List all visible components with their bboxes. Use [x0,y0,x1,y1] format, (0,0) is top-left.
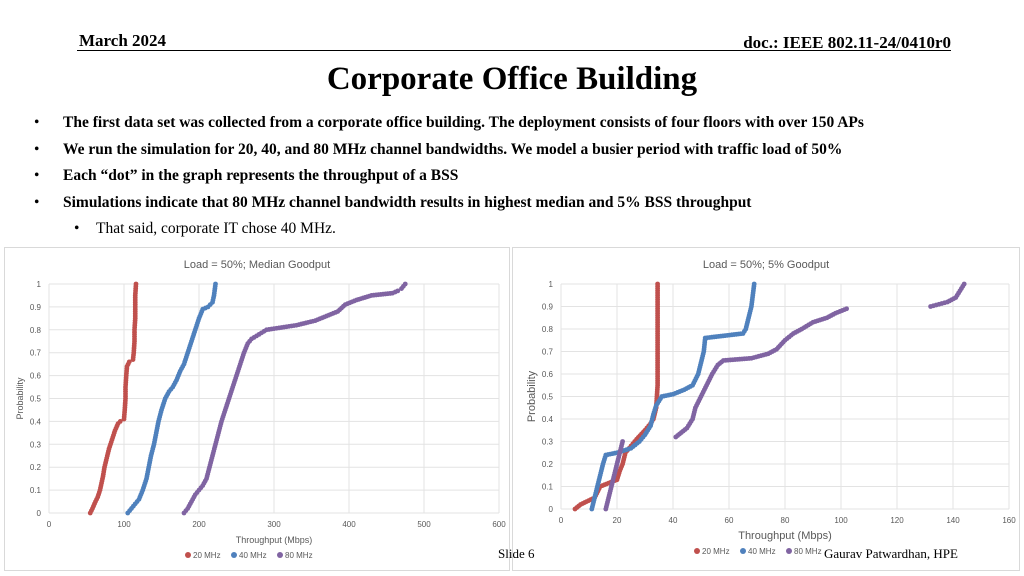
x-axis-label: Throughput (Mbps) [738,530,832,542]
y-tick-label: 0.6 [30,372,42,381]
bullet-text: Each “dot” in the graph represents the t… [63,167,459,184]
y-tick-label: 0.5 [542,393,554,402]
legend-label: 80 MHz [794,547,822,556]
data-point-80-mhz [402,281,408,287]
x-tick-label: 80 [781,516,790,525]
y-tick-label: 0.8 [542,325,554,334]
data-point-80-mhz [844,306,849,312]
x-tick-label: 140 [946,516,960,525]
data-point-80-mhz [395,288,401,294]
bullet-text: The first data set was collected from a … [63,114,864,131]
bullet-glyph: • [34,193,40,211]
bullet-glyph: • [34,114,40,131]
data-point-20-mhz [133,281,139,287]
y-tick-label: 0.9 [30,303,42,312]
y-tick-label: 1 [549,280,554,289]
bullet-glyph: • [34,167,40,184]
y-tick-label: 0.5 [30,395,42,404]
data-point-40-mhz [213,281,218,287]
data-point-20-mhz [655,281,660,287]
x-tick-label: 0 [559,516,564,525]
y-tick-label: 0.2 [542,460,554,469]
header-doc-id: doc.: IEEE 802.11-24/0410r0 [743,33,951,52]
five-percent-goodput-chart-svg: Load = 50%; 5% Goodput 0 0.1 0.2 0.3 0.4 0.5 0.… [526,259,1016,556]
x-tick-label: 160 [1002,516,1016,525]
bullet-text: We run the simulation for 20, 40, and 80… [63,140,843,158]
y-tick-label: 1 [37,280,42,289]
legend-marker [786,548,792,554]
x-axis-label: Throughput (Mbps) [236,535,313,545]
x-tick-label: 300 [267,520,281,529]
y-tick-label: 0.1 [30,486,42,495]
bullet-item: • Simulations indicate that 80 MHz chann… [34,193,1014,220]
x-tick-label: 120 [890,516,904,525]
x-tick-label: 400 [342,520,356,529]
y-tick-label: 0.4 [542,415,554,424]
bullet-glyph: • [74,220,80,237]
x-tick-label: 40 [669,516,678,525]
bullet-item: • We run the simulation for 20, 40, and … [34,140,1014,167]
sub-bullet-item: • That said, corporate IT chose 40 MHz. [34,219,1014,246]
data-point-80-mhz [961,281,967,287]
five-percent-goodput-chart: Load = 50%; 5% Goodput 0 0.1 0.2 0.3 0.4 0.5 0.… [512,247,1020,571]
y-tick-label: 0.3 [30,440,42,449]
y-tick-label: 0 [37,509,42,518]
legend-label: 40 MHz [239,551,267,560]
data-point-40-mhz [751,281,757,287]
data-point-80-mhz [620,439,625,444]
header-rule [77,50,951,51]
chart-title: Load = 50%; 5% Goodput [703,259,829,271]
legend-label: 80 MHz [285,551,313,560]
median-goodput-chart-svg: Load = 50%; Median Goodput 0 0.1 0.2 0.3 0.4 0… [15,259,506,560]
bullet-text: Simulations indicate that 80 MHz channel… [63,193,752,211]
y-tick-label: 0.1 [542,483,554,492]
sub-bullet-text: That said, corporate IT chose 40 MHz. [96,220,336,237]
y-tick-label: 0.7 [542,348,554,357]
legend-label: 20 MHz [702,547,730,556]
legend-label: 40 MHz [748,547,776,556]
y-axis-label: Probability [526,370,538,422]
x-tick-label: 100 [834,516,848,525]
data-point-20-mhz [126,359,132,365]
x-tick-label: 200 [192,520,206,529]
legend-marker [277,552,283,558]
chart-title: Load = 50%; Median Goodput [184,259,330,271]
slide-title: Corporate Office Building [326,61,698,97]
data-point-20-mhz [117,419,123,424]
header-date: March 2024 [79,31,167,50]
bullet-glyph: • [34,140,40,158]
y-tick-label: 0.8 [30,326,42,335]
x-tick-label: 20 [613,516,622,525]
x-tick-label: 600 [492,520,506,529]
median-goodput-chart: Load = 50%; Median Goodput 0 0.1 0.2 0.3 0.4 0… [4,247,510,571]
y-tick-label: 0 [549,505,554,514]
y-axis-label: Probability [15,377,25,420]
slide-number: Slide 6 [498,546,535,561]
legend-marker [694,548,700,554]
y-tick-label: 0.2 [30,463,42,472]
bullet-item: • Each “dot” in the graph represents the… [34,166,1014,193]
x-tick-label: 0 [47,520,52,529]
y-tick-label: 0.3 [542,438,554,447]
y-tick-label: 0.7 [30,349,42,358]
legend-label: 20 MHz [193,551,221,560]
x-tick-label: 500 [417,520,431,529]
y-tick-label: 0.4 [30,417,42,426]
author: Gaurav Patwardhan, HPE [824,546,958,561]
legend-marker [231,552,237,558]
legend-marker [185,552,191,558]
bullet-list: • The first data set was collected from … [34,113,1014,246]
bullet-item: • The first data set was collected from … [34,113,1014,140]
x-tick-label: 100 [117,520,131,529]
y-tick-label: 0.9 [542,303,554,312]
legend-marker [740,548,746,554]
x-tick-label: 60 [725,516,734,525]
y-tick-label: 0.6 [542,370,554,379]
